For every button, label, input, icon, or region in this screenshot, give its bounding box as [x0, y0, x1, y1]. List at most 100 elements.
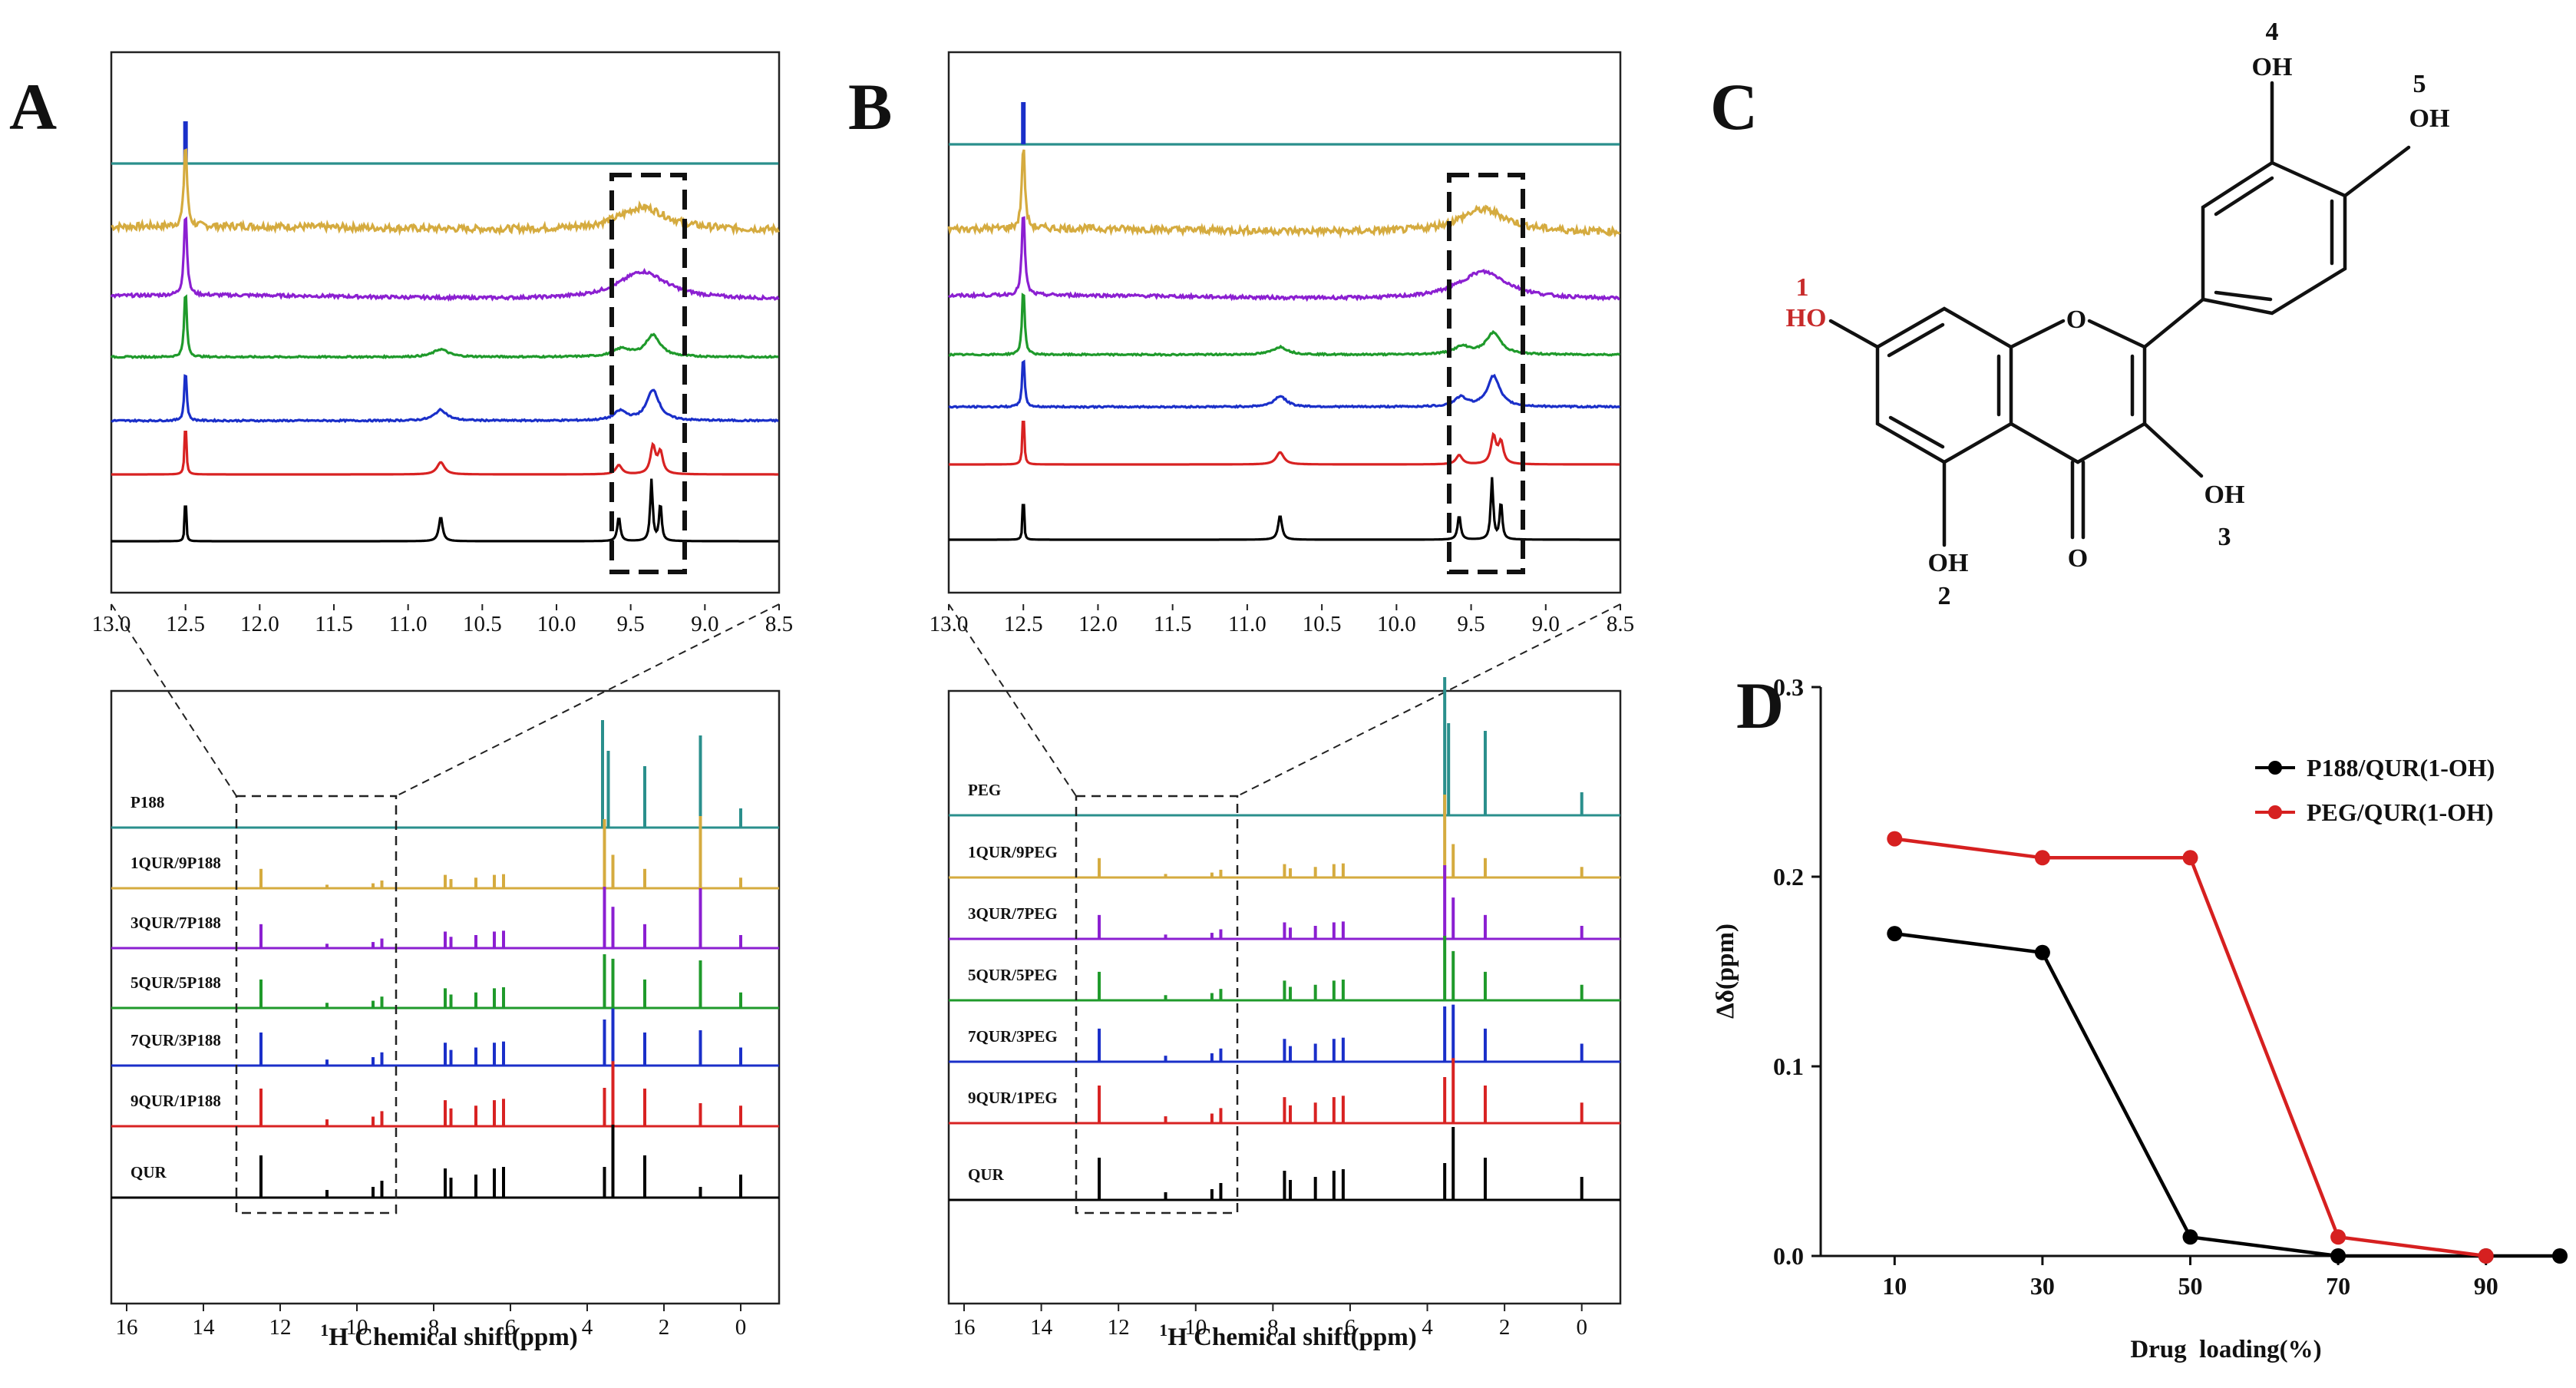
- trace-label-6: QUR: [130, 1163, 167, 1181]
- zoom-traces-b: [947, 102, 1621, 541]
- bond-4prime-oh: [2343, 145, 2411, 198]
- y-tick-label: 0.1: [1773, 1053, 1804, 1080]
- trace-label-4: 7QUR/3P188: [130, 1031, 221, 1049]
- data-point-1-3: [2330, 1229, 2346, 1245]
- full-traces-a: P188 1QUR/9P188 3QUR/7P188 5QUR/5P188 7QUR/3…: [111, 720, 779, 1199]
- zoom-tick-label: 10.0: [1377, 612, 1416, 636]
- chart-series: [1887, 831, 2568, 1264]
- zoom-tick-label: 10.0: [537, 612, 576, 636]
- full-region-box-a: [235, 795, 398, 1214]
- zoom-trace-6: [111, 478, 779, 543]
- panel-letter-a: A: [9, 70, 57, 144]
- oh3-number: 3: [2218, 523, 2231, 551]
- data-point-0-3: [2330, 1248, 2346, 1264]
- zoom-trace-6: [949, 477, 1620, 541]
- full-frame-a: [110, 689, 781, 1305]
- trace-label-6: QUR: [968, 1165, 1005, 1184]
- bond-c3-c4: [2076, 421, 2147, 464]
- legend-label-p188: P188/QUR(1-OH): [2307, 754, 2495, 782]
- data-point-1-1: [2034, 850, 2050, 866]
- zoom-axis-b: 13.0 12.5 12.0 11.5 11.0 10.5 10.0 9.5 9.0 8.5: [930, 604, 1634, 636]
- legend-marker-p188: [2268, 761, 2282, 775]
- trace-label-1: 1QUR/9PEG: [968, 843, 1058, 861]
- bond-3-oh: [2142, 421, 2204, 478]
- full-tick-label: 6: [1345, 1315, 1356, 1340]
- trace-label-3: 5QUR/5PEG: [968, 966, 1058, 984]
- zoom-connector-right-b: [1237, 603, 1621, 797]
- zoom-tick-label: 10.5: [463, 612, 502, 636]
- nmr-panel-a: 13.0 12.5 12.0 11.5 11.0 10.5 10.0 9.5 9.0 8.5 P1…: [92, 51, 793, 1351]
- x-tick-label: 70: [2326, 1272, 2350, 1300]
- data-point-1-4: [2478, 1248, 2494, 1264]
- panel-letter-d: D: [1736, 669, 1784, 742]
- full-tick-label: 0: [735, 1315, 747, 1340]
- full-tick-label: 16: [953, 1315, 976, 1340]
- bond-c8a-o1: [2009, 319, 2066, 349]
- ring-b-inner-bond-3: [2214, 290, 2273, 302]
- zoom-tick-label: 12.0: [1078, 612, 1118, 636]
- zoom-tick-label: 11.0: [1228, 612, 1267, 636]
- superscript-one-a: 1: [320, 1320, 329, 1340]
- data-point-0-2: [2182, 1229, 2198, 1245]
- zoom-traces-a: [110, 121, 780, 543]
- zoom-frame-b: [947, 51, 1622, 594]
- chart-y-title: Δδ(ppm): [1712, 924, 1739, 1019]
- zoom-connector-right-a: [395, 603, 780, 797]
- legend-label-peg: PEG/QUR(1-OH): [2307, 798, 2494, 826]
- ring-oxygen-label: O: [2066, 306, 2086, 334]
- x-axis-text-a: H Chemical shift(ppm): [329, 1324, 578, 1351]
- zoom-trace-3: [110, 294, 779, 360]
- ring-a-inner-bond-1: [1887, 322, 1945, 358]
- molecule-labels: 1 HO O O OH 2 OH 3 4 OH 5 OH: [1786, 18, 2450, 610]
- trace-label-5: 9QUR/1PEG: [968, 1089, 1058, 1107]
- zoom-trace-5: [949, 421, 1620, 466]
- zoom-tick-label: 12.5: [1004, 612, 1043, 636]
- oh5-number: 5: [2413, 70, 2426, 98]
- data-point-1-0: [1887, 831, 1903, 847]
- oh2-label: OH: [1928, 549, 1969, 577]
- bond-c4-c4a: [2009, 421, 2080, 464]
- full-tick-label: 6: [505, 1315, 517, 1340]
- oh1-number: 1: [1796, 273, 1809, 302]
- full-tick-label: 12: [269, 1315, 292, 1340]
- data-point-0-5: [2552, 1248, 2568, 1264]
- oh2-number: 2: [1938, 582, 1951, 610]
- zoom-tick-label: 9.0: [691, 612, 718, 636]
- full-traces-b: PEG 1QUR/9PEG 3QUR/7PEG 5QUR/5PEG 7QUR/3PEG 9…: [949, 677, 1620, 1201]
- full-frame-b: [947, 689, 1622, 1305]
- carbonyl-oxygen-label: O: [2068, 544, 2088, 573]
- full-tick-label: 14: [1030, 1315, 1053, 1340]
- full-tick-label: 10: [346, 1315, 368, 1340]
- trace-label-3: 5QUR/5P188: [130, 973, 221, 992]
- x-tick-label: 30: [2030, 1272, 2055, 1300]
- chart-ticks: 0.0 0.1 0.2 0.3 10 30 50 70 90: [1773, 673, 2498, 1300]
- zoom-tick-label: 11.5: [1154, 612, 1192, 636]
- bond-7-oh: [1828, 319, 1880, 349]
- zoom-trace-4: [948, 359, 1621, 410]
- ring-a: [1875, 306, 2013, 464]
- series-line-1: [1894, 837, 2486, 1258]
- zoom-highlight-box-b: [1447, 173, 1525, 574]
- bond-c2-c1prime: [2142, 297, 2205, 349]
- zoom-trace-1: [947, 149, 1621, 240]
- full-tick-label: 2: [659, 1315, 670, 1340]
- zoom-trace-2: [110, 216, 780, 302]
- chart-legend: P188/QUR(1-OH) PEG/QUR(1-OH): [2255, 754, 2495, 826]
- y-tick-label: 0.2: [1773, 863, 1804, 891]
- full-axis-a: 16 14 12 10 8 6 4 2 0: [116, 1304, 747, 1340]
- data-point-1-2: [2182, 850, 2198, 866]
- zoom-tick-label: 11.5: [315, 612, 353, 636]
- full-region-box-b: [1075, 795, 1239, 1214]
- bond-o1-c2: [2087, 319, 2147, 349]
- full-tick-label: 0: [1576, 1315, 1587, 1340]
- quercetin-structure: [1828, 81, 2411, 547]
- chart-x-title: Drug loading(%): [2130, 1336, 2321, 1363]
- zoom-trace-1: [111, 148, 780, 236]
- zoom-tick-label: 12.5: [166, 612, 205, 636]
- superscript-one-b: 1: [1159, 1320, 1167, 1340]
- full-tick-label: 8: [428, 1315, 440, 1340]
- y-tick-label: 0.0: [1773, 1242, 1804, 1270]
- zoom-tick-label: 13.0: [930, 612, 969, 636]
- line-chart-d: 0.0 0.1 0.2 0.3 10 30 50 70 90 Δδ(ppm) Drug load…: [1712, 673, 2568, 1363]
